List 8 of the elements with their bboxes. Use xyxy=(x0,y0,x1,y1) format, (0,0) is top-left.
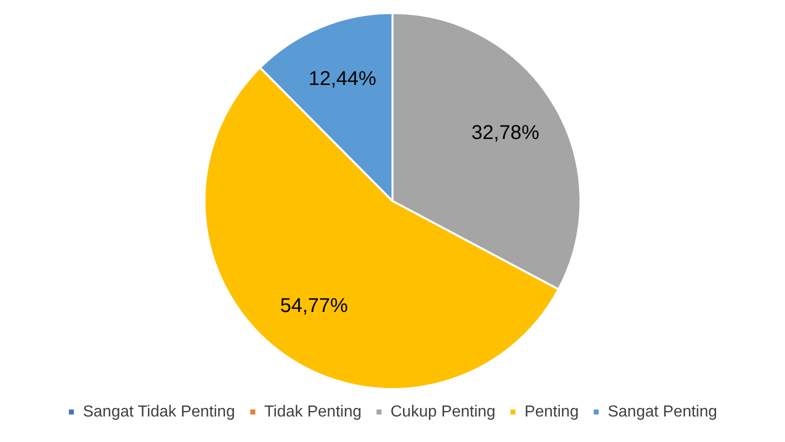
data-label: 54,77% xyxy=(280,295,348,318)
data-label: 32,78% xyxy=(471,122,540,144)
legend-label: Sangat Tidak Penting xyxy=(82,403,235,420)
legend-label: Penting xyxy=(524,403,579,420)
legend-label: Cukup Penting xyxy=(390,403,496,420)
data-label: 12,44% xyxy=(308,68,376,90)
legend-label: Sangat Penting xyxy=(608,403,718,420)
legend-label: Tidak Penting xyxy=(264,403,362,420)
